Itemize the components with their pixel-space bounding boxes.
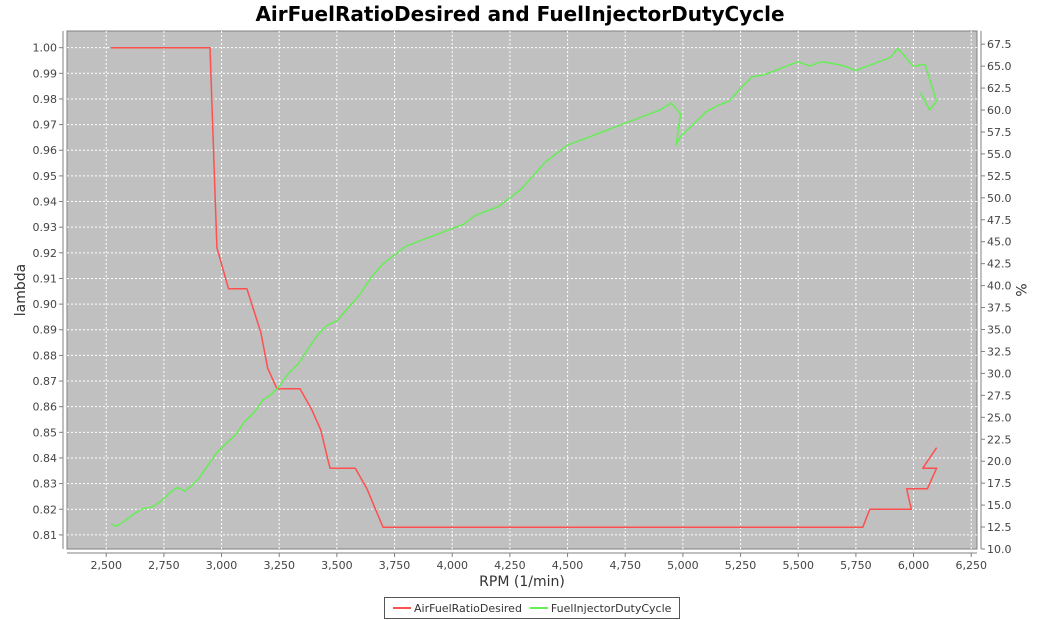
y2-tick-label: 47.5 [987,214,1012,227]
y2-tick-label: 32.5 [987,345,1012,358]
y2-tick-label: 42.5 [987,258,1012,271]
y-tick-label: 0.85 [33,426,58,439]
legend-item-fuelinjectordutycycle: FuelInjectorDutyCycle [529,601,672,615]
x-tick-label: 6,250 [955,559,987,572]
y-tick-label: 0.86 [33,401,58,414]
y-tick-label: 0.83 [33,478,58,491]
y2-tick-label: 40.0 [987,280,1012,293]
legend-label-fuelinjectordutycycle: FuelInjectorDutyCycle [550,601,672,615]
plot-background [66,30,978,550]
legend-swatch-airfuelratiodesired [393,607,411,609]
x-tick-label: 5,000 [667,559,699,572]
legend-item-airfuelratiodesired: AirFuelRatioDesired [393,602,522,615]
y2-tick-label: 55.0 [987,148,1012,161]
y-tick-label: 0.90 [33,298,58,311]
y-tick-label: 0.99 [33,67,58,80]
y2-tick-label: 45.0 [987,236,1012,249]
series-line-fuelinjectordutycycle [110,47,938,527]
y2-tick-label: 52.5 [987,170,1012,183]
y2-axis-title: % [1012,283,1028,296]
y-tick-label: 0.87 [33,375,58,388]
y2-tick-label: 17.5 [987,477,1012,490]
x-tick-label: 5,500 [782,559,814,572]
y2-tick-label: 10.0 [987,543,1012,556]
y-tick-label: 0.82 [33,503,58,516]
y-tick-label: 0.98 [33,93,58,106]
y2-tick-label: 50.0 [987,192,1012,205]
y2-tick-label: 30.0 [987,367,1012,380]
series-line-airfuelratiodesired [110,46,938,528]
y2-tick-label: 27.5 [987,389,1012,402]
y2-tick-label: 62.5 [987,82,1012,95]
y-tick-label: 1.00 [33,42,58,55]
y-tick-label: 0.96 [33,144,58,157]
y-tick-label: 0.97 [33,119,58,132]
series-layer [110,46,938,528]
legend-swatch-fuelinjectordutycycle [529,607,548,609]
y2-tick-label: 25.0 [987,411,1012,424]
x-tick-label: 3,250 [263,559,295,572]
x-tick-label: 3,500 [321,559,353,572]
x-tick-label: 3,750 [379,559,411,572]
x-tick-label: 3,000 [206,559,238,572]
y2-tick-label: 12.5 [987,521,1012,534]
y-tick-label: 0.93 [33,221,58,234]
y-tick-label: 0.95 [33,170,58,183]
y2-tick-label: 22.5 [987,433,1012,446]
x-tick-label: 2,500 [90,559,122,572]
y-tick-label: 0.84 [33,452,58,465]
y2-tick-label: 65.0 [987,60,1012,73]
legend: AirFuelRatioDesired FuelInjectorDutyCycl… [384,597,681,619]
y2-tick-label: 60.0 [987,104,1012,117]
y2-tick-label: 57.5 [987,126,1012,139]
x-tick-label: 4,750 [609,559,641,572]
x-tick-label: 4,500 [552,559,584,572]
y2-tick-label: 15.0 [987,499,1012,512]
chart-title: AirFuelRatioDesired and FuelInjectorDuty… [255,2,785,26]
x-tick-label: 4,000 [436,559,468,572]
y2-tick-label: 20.0 [987,455,1012,468]
axes: 2,500 2,750 3,000 3,250 3,500 3,750 4,000 4,250… [33,31,1012,572]
legend-label-airfuelratiodesired: AirFuelRatioDesired [414,601,522,615]
y-axis-title: lambda [13,264,29,316]
x-tick-label: 6,000 [898,559,930,572]
x-axis-title: RPM (1/min) [479,574,565,590]
x-tick-label: 5,250 [725,559,757,572]
x-tick-label: 5,750 [840,559,872,572]
y2-tick-label: 67.5 [987,38,1012,51]
y-tick-label: 0.88 [33,349,58,362]
x-tick-label: 2,750 [148,559,180,572]
y2-tick-label: 37.5 [987,302,1012,315]
x-tick-label: 4,250 [494,559,526,572]
y-tick-label: 0.81 [33,529,58,542]
y-tick-label: 0.91 [33,272,58,285]
y-tick-label: 0.94 [33,196,58,209]
y-tick-label: 0.89 [33,324,58,337]
y2-tick-label: 35.0 [987,324,1012,337]
y-tick-label: 0.92 [33,247,58,260]
